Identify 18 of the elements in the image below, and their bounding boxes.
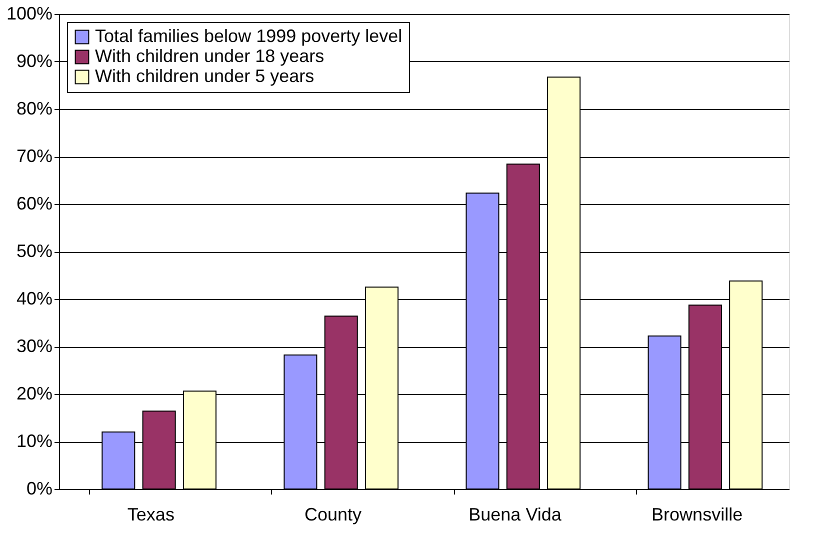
x-tick-label: Brownsville (652, 504, 743, 524)
x-tick-label: Texas (127, 504, 174, 524)
y-tick-label: 90% (16, 51, 52, 71)
y-tick-label: 80% (16, 98, 52, 118)
y-tick-label: 60% (16, 194, 52, 214)
legend-label: With children under 18 years (95, 46, 324, 66)
legend-label: With children under 5 years (95, 66, 314, 86)
y-tick-label: 10% (16, 431, 52, 451)
y-tick-label: 20% (16, 384, 52, 404)
y-tick-label: 100% (6, 4, 52, 24)
y-tick-label: 30% (16, 336, 52, 356)
legend-label: Total families below 1999 poverty level (95, 26, 402, 46)
x-tick-label: Buena Vida (468, 504, 562, 524)
y-tick-label: 70% (16, 146, 52, 166)
y-tick-label: 40% (16, 288, 52, 308)
x-tick-label: County (304, 504, 362, 524)
y-tick-label: 0% (26, 478, 52, 498)
y-tick-label: 50% (16, 241, 52, 261)
